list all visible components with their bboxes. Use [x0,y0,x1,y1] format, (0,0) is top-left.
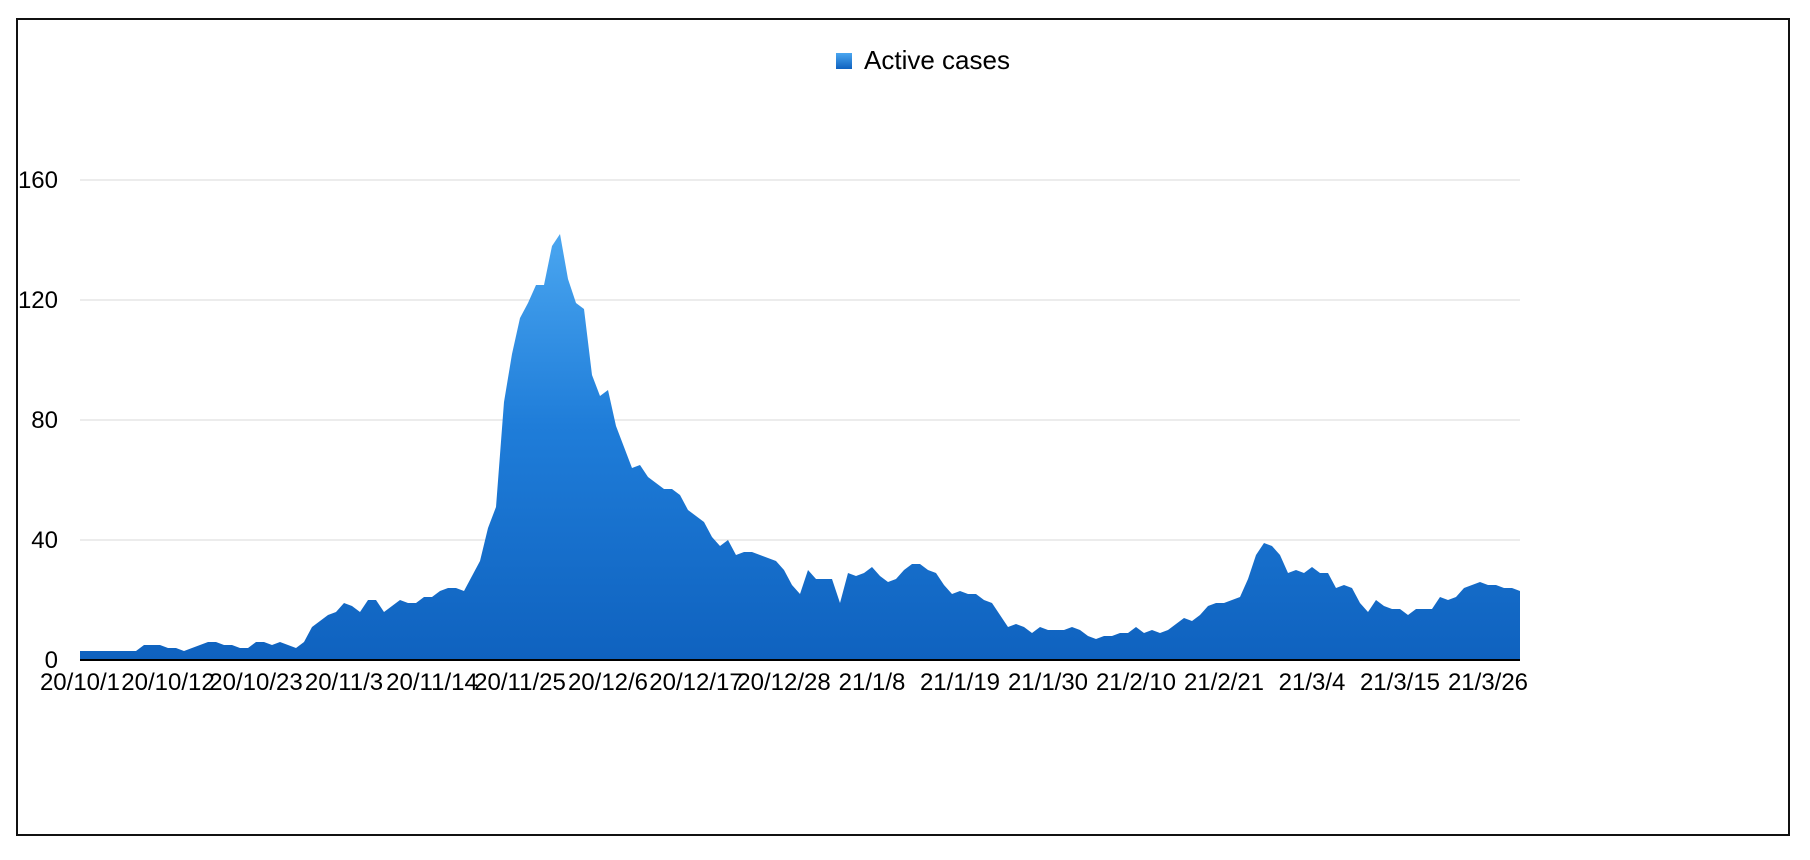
x-tick-label: 21/1/8 [839,669,906,696]
x-tick-label: 20/10/23 [209,669,302,696]
y-axis-tick-labels: 0 40 80 120 160 [18,167,58,674]
x-tick-label: 20/10/1 [40,669,120,696]
y-tick-label: 0 [45,647,58,674]
x-tick-label: 20/11/25 [474,669,566,696]
y-tick-label: 40 [31,527,58,554]
x-tick-label: 20/12/28 [737,669,830,696]
x-tick-label: 20/12/6 [568,669,648,696]
x-tick-label: 21/3/4 [1279,669,1346,696]
x-tick-label: 21/3/15 [1360,669,1440,696]
legend-swatch [836,53,852,69]
x-tick-label: 21/1/30 [1008,669,1088,696]
grid-lines [80,179,1520,541]
x-tick-label: 20/11/3 [305,669,383,696]
x-tick-label: 21/2/10 [1096,669,1176,696]
x-tick-label: 20/10/12 [121,669,214,696]
chart-frame: 0 40 80 120 160 20/10/1 20/10/12 20/10/23 20/11… [16,18,1790,836]
y-tick-label: 120 [18,287,58,314]
legend: Active cases [836,45,1010,75]
legend-label: Active cases [864,45,1010,75]
y-tick-label: 80 [31,407,58,434]
y-tick-label: 160 [18,167,58,194]
x-tick-label: 20/12/17 [649,669,742,696]
x-tick-label: 21/3/26 [1448,669,1528,696]
x-tick-label: 21/2/21 [1184,669,1264,696]
series-area [80,234,1520,660]
active-cases-area [80,234,1520,660]
x-tick-label: 20/11/14 [386,669,478,696]
x-tick-label: 21/1/19 [920,669,1000,696]
